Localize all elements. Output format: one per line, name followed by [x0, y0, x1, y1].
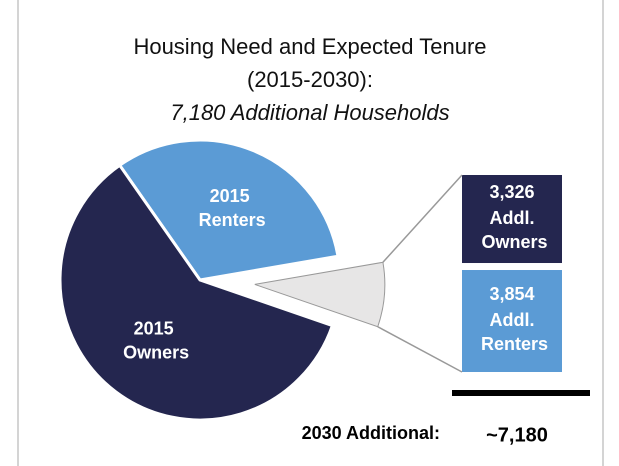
- legend-label: Addl. Owners: [476, 208, 547, 252]
- pie-slice: [117, 138, 340, 282]
- frame: [17, 0, 604, 466]
- bar-segment: [462, 270, 562, 372]
- total-value: ~7,180: [486, 424, 548, 446]
- legend-label: Addl. Renters: [476, 310, 548, 354]
- chart-title-line2: (2015-2030):: [247, 67, 373, 92]
- total-caption: 2030 Additional:: [302, 423, 440, 443]
- chart-subtitle: 7,180 Additional Households: [170, 100, 449, 125]
- slice-label: 2015 Owners: [118, 318, 189, 362]
- pie-slice: [58, 163, 335, 422]
- pie-slice: [254, 261, 386, 328]
- connector: [377, 326, 463, 373]
- connector: [382, 174, 463, 263]
- value-label: 3,326: [489, 182, 534, 202]
- slice-label: 2015 Renters: [194, 186, 266, 230]
- chart-title: Housing Need and Expected Tenure: [133, 34, 486, 59]
- bar-segment: [462, 175, 562, 264]
- value-label: 3,854: [489, 284, 534, 304]
